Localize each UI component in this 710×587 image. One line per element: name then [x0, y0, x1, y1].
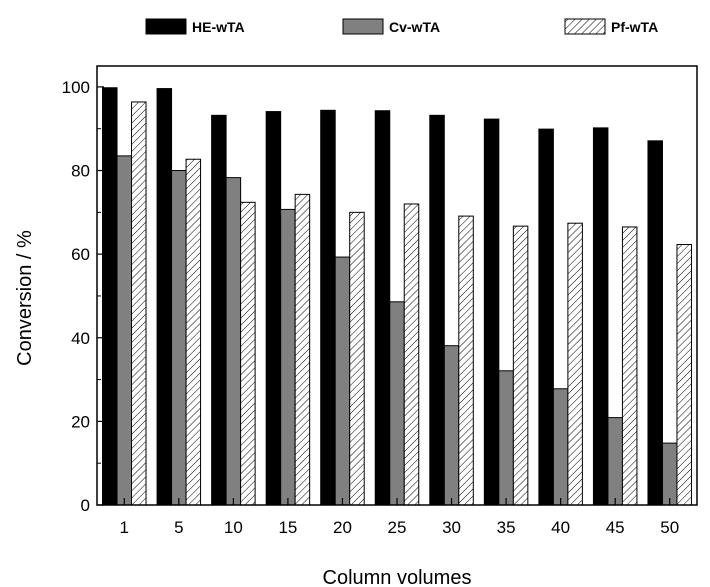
- x-tick-label: 15: [278, 518, 297, 537]
- bar-pf-wta-20: [349, 211, 365, 506]
- bar-cv-wta-30: [443, 345, 460, 506]
- legend-label-cv-wta: Cv-wTA: [389, 19, 440, 35]
- bar-he-wta-1: [102, 87, 118, 506]
- bar-cv-wta-20: [334, 256, 351, 506]
- bar-cv-wta-35: [498, 370, 514, 506]
- bar-he-wta-5: [156, 88, 173, 506]
- bar-cv-wta-45: [607, 417, 623, 506]
- bar-cv-wta-50: [661, 442, 678, 506]
- bar-he-wta-15: [265, 111, 282, 506]
- bar-he-wta-45: [592, 127, 609, 506]
- bar-he-wta-30: [429, 114, 445, 506]
- bar-he-wta-50: [647, 140, 663, 506]
- y-tick-label: 20: [71, 412, 90, 431]
- bar-cv-wta-5: [171, 170, 187, 506]
- bar-pf-wta-30: [458, 215, 474, 506]
- legend-swatch-pf-wta: [564, 18, 606, 35]
- x-tick-label: 5: [174, 518, 183, 537]
- bar-pf-wta-50: [676, 244, 692, 506]
- legend-swatch-cv-wta: [342, 18, 384, 35]
- x-tick-label: 1: [120, 518, 129, 537]
- y-tick-label: 100: [62, 78, 90, 97]
- legend: HE-wTA Cv-wTA Pf-wTA: [145, 18, 658, 35]
- x-tick-label: 25: [388, 518, 407, 537]
- bar-cv-wta-40: [552, 388, 569, 506]
- y-axis-label: Conversion / %: [14, 230, 36, 366]
- x-tick-label: 20: [333, 518, 352, 537]
- bar-cv-wta-15: [280, 208, 296, 506]
- bar-he-wta-35: [483, 118, 500, 506]
- x-tick-label: 35: [497, 518, 516, 537]
- y-tick-label: 0: [81, 496, 90, 515]
- bar-pf-wta-5: [185, 158, 202, 506]
- x-tick-label: 45: [606, 518, 625, 537]
- bar-he-wta-20: [320, 109, 336, 506]
- y-tick-label: 80: [71, 162, 90, 181]
- bar-he-wta-10: [211, 114, 227, 506]
- bar-cv-wta-1: [116, 155, 133, 506]
- x-tick-label: 50: [660, 518, 679, 537]
- legend-label-he-wta: HE-wTA: [192, 19, 245, 35]
- bar-he-wta-40: [538, 128, 554, 506]
- y-tick-label: 40: [71, 329, 90, 348]
- y-tick-label: 60: [71, 245, 90, 264]
- bar-pf-wta-1: [131, 101, 147, 506]
- bar-cv-wta-10: [225, 177, 242, 506]
- bar-pf-wta-35: [512, 225, 529, 506]
- bar-pf-wta-25: [403, 203, 420, 506]
- x-axis-label: Column volumes: [323, 567, 472, 587]
- legend-swatch-he-wta: [145, 18, 187, 35]
- bar-pf-wta-10: [240, 201, 256, 506]
- bar-cv-wta-25: [389, 301, 405, 506]
- x-tick-label: 30: [442, 518, 461, 537]
- bar-pf-wta-15: [294, 193, 311, 506]
- bar-he-wta-25: [374, 110, 391, 506]
- x-tick-label: 40: [551, 518, 570, 537]
- bar-pf-wta-40: [567, 222, 583, 506]
- bar-pf-wta-45: [621, 226, 638, 506]
- x-tick-label: 10: [224, 518, 243, 537]
- legend-label-pf-wta: Pf-wTA: [611, 19, 658, 35]
- bars: [102, 87, 692, 506]
